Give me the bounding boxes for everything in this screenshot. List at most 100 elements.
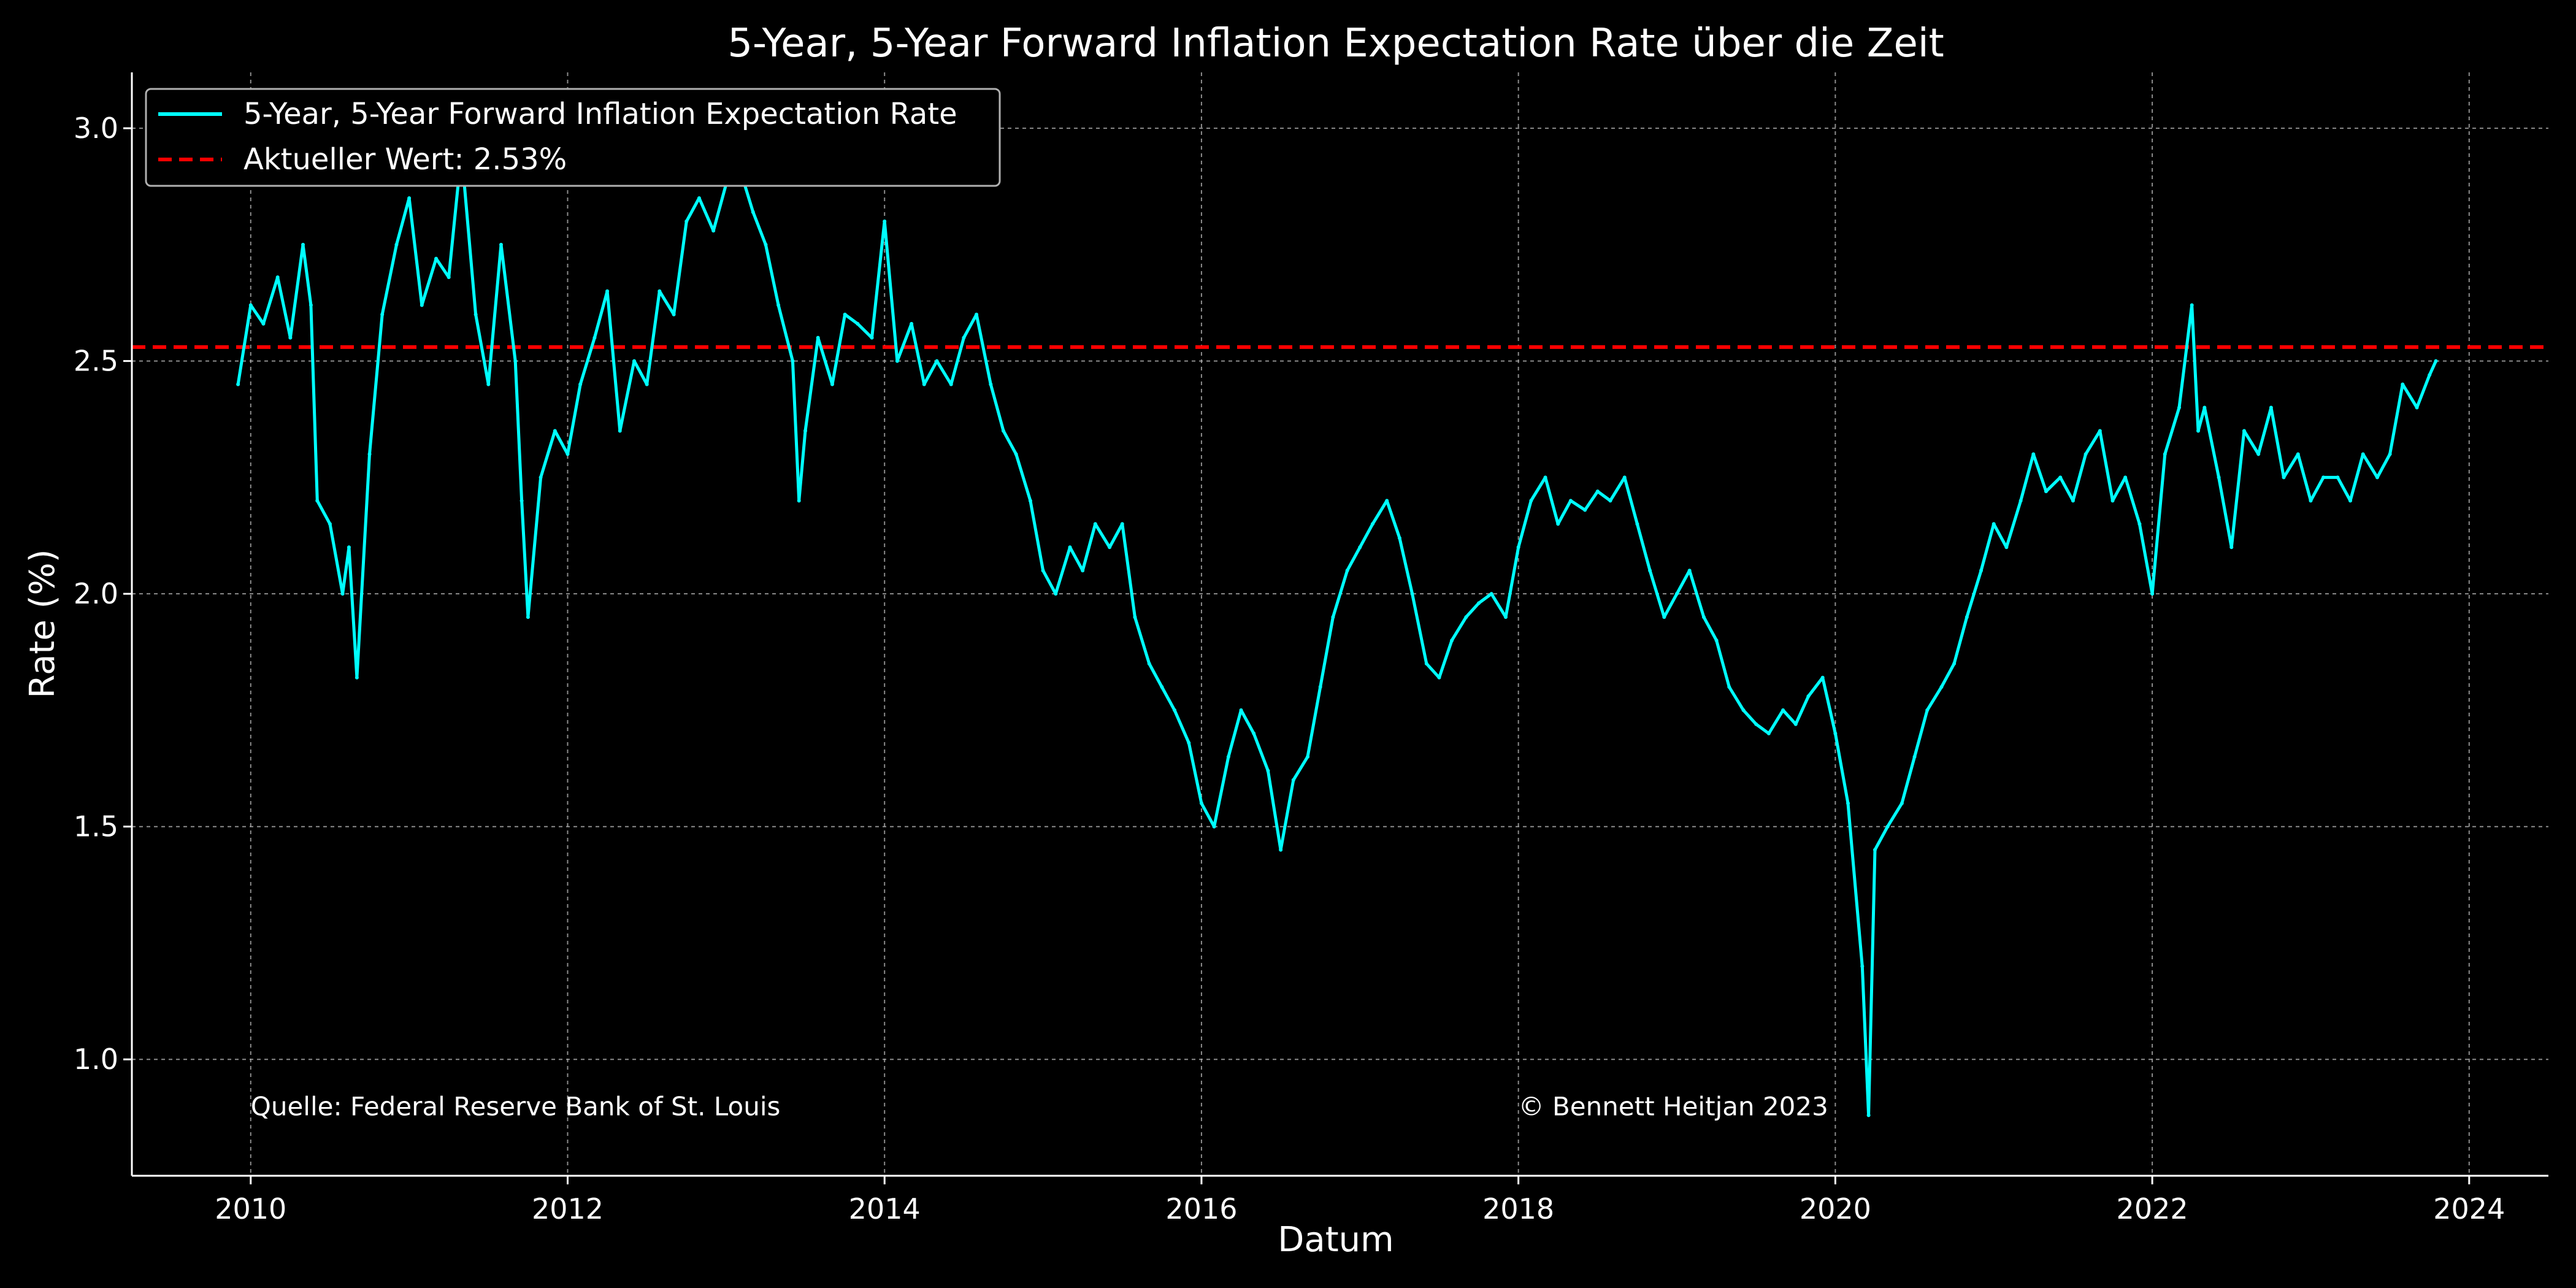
data-point bbox=[1516, 545, 1520, 550]
data-point bbox=[473, 312, 478, 316]
series-line-group bbox=[236, 150, 2438, 1117]
data-point bbox=[2348, 499, 2353, 503]
data-point bbox=[275, 275, 280, 279]
data-point bbox=[1477, 601, 1481, 605]
data-point bbox=[578, 382, 583, 386]
data-point bbox=[870, 335, 874, 340]
data-point bbox=[1781, 708, 1785, 712]
data-point bbox=[2217, 475, 2221, 480]
data-point bbox=[2018, 499, 2023, 503]
data-point bbox=[1397, 536, 1401, 540]
y-ticks: 1.0 1.5 2.0 2.5 3.0 bbox=[74, 112, 132, 1076]
data-point bbox=[2415, 405, 2419, 410]
data-point bbox=[1866, 1113, 1871, 1117]
data-point bbox=[1147, 662, 1151, 666]
data-point bbox=[315, 499, 320, 503]
x-tick-label: 2012 bbox=[532, 1192, 604, 1225]
data-point bbox=[1014, 452, 1018, 456]
data-point bbox=[1239, 708, 1243, 712]
data-point bbox=[236, 382, 240, 386]
data-point bbox=[1160, 684, 1164, 689]
data-point bbox=[394, 242, 399, 247]
data-point bbox=[1424, 662, 1428, 666]
data-point bbox=[935, 359, 939, 363]
data-point bbox=[697, 196, 701, 200]
data-point bbox=[1358, 545, 1362, 550]
data-point bbox=[539, 475, 543, 480]
data-point bbox=[2083, 452, 2088, 456]
data-point bbox=[2269, 405, 2273, 410]
x-tick-label: 2010 bbox=[215, 1192, 286, 1225]
data-point bbox=[1437, 675, 1441, 680]
data-point bbox=[1766, 731, 1771, 735]
x-tick-label: 2018 bbox=[1482, 1192, 1554, 1225]
data-point bbox=[592, 335, 597, 340]
data-point bbox=[922, 382, 926, 386]
x-tick-label: 2024 bbox=[2433, 1192, 2505, 1225]
data-point bbox=[1622, 475, 1627, 480]
data-point bbox=[1701, 615, 1706, 619]
data-point bbox=[367, 452, 372, 456]
data-point bbox=[1583, 508, 1587, 512]
legend-box bbox=[145, 88, 1001, 187]
data-point bbox=[355, 675, 359, 680]
data-point bbox=[340, 592, 345, 596]
data-point bbox=[1648, 569, 1652, 573]
data-point bbox=[553, 429, 557, 433]
data-point bbox=[2190, 303, 2194, 307]
data-point bbox=[2375, 475, 2379, 480]
data-point bbox=[420, 303, 424, 307]
data-point bbox=[684, 219, 689, 223]
data-point bbox=[895, 359, 899, 363]
data-point bbox=[883, 219, 887, 223]
data-point bbox=[2428, 373, 2432, 377]
data-point bbox=[1529, 499, 1533, 503]
data-point bbox=[1345, 569, 1349, 573]
data-point bbox=[2031, 452, 2036, 456]
data-point bbox=[1385, 499, 1389, 503]
data-point bbox=[764, 242, 768, 247]
data-point bbox=[1252, 731, 1256, 735]
data-point bbox=[1939, 684, 1944, 689]
data-point bbox=[989, 382, 993, 386]
data-point bbox=[711, 229, 716, 233]
data-point bbox=[1081, 569, 1085, 573]
data-point bbox=[2110, 499, 2115, 503]
data-point bbox=[1331, 615, 1335, 619]
data-point bbox=[1820, 675, 1825, 680]
y-axis-label: Rate (%) bbox=[23, 549, 63, 698]
data-point bbox=[856, 321, 860, 326]
x-tick-label: 2016 bbox=[1165, 1192, 1237, 1225]
data-point bbox=[1965, 615, 1969, 619]
data-point bbox=[380, 312, 385, 316]
data-point bbox=[486, 382, 491, 386]
data-point bbox=[1543, 475, 1547, 480]
data-point bbox=[2321, 475, 2326, 480]
legend-label: 5-Year, 5-Year Forward Inflation Expecta… bbox=[243, 97, 957, 131]
annotation-text: Quelle: Federal Reserve Bank of St. Loui… bbox=[251, 1091, 781, 1121]
data-point bbox=[1001, 429, 1005, 433]
data-point bbox=[1595, 489, 1600, 494]
data-point bbox=[1279, 848, 1283, 852]
data-point bbox=[1687, 569, 1692, 573]
data-point bbox=[1108, 545, 1112, 550]
data-point bbox=[1608, 499, 1612, 503]
data-point bbox=[645, 382, 649, 386]
data-point bbox=[1093, 522, 1097, 526]
data-point bbox=[1464, 615, 1468, 619]
chart-title: 5-Year, 5-Year Forward Inflation Expecta… bbox=[727, 21, 1944, 66]
data-point bbox=[797, 499, 801, 503]
data-point bbox=[1912, 754, 1917, 759]
data-point bbox=[1068, 545, 1072, 550]
data-point bbox=[2044, 489, 2048, 494]
data-point bbox=[1028, 499, 1032, 503]
data-point bbox=[1635, 522, 1639, 526]
data-point bbox=[248, 303, 253, 307]
data-point bbox=[1806, 694, 1811, 699]
data-point bbox=[1370, 522, 1374, 526]
legend: 5-Year, 5-Year Forward Inflation Expecta… bbox=[145, 88, 1001, 187]
data-point bbox=[328, 522, 332, 526]
data-point bbox=[2336, 475, 2340, 480]
data-point bbox=[843, 312, 847, 316]
